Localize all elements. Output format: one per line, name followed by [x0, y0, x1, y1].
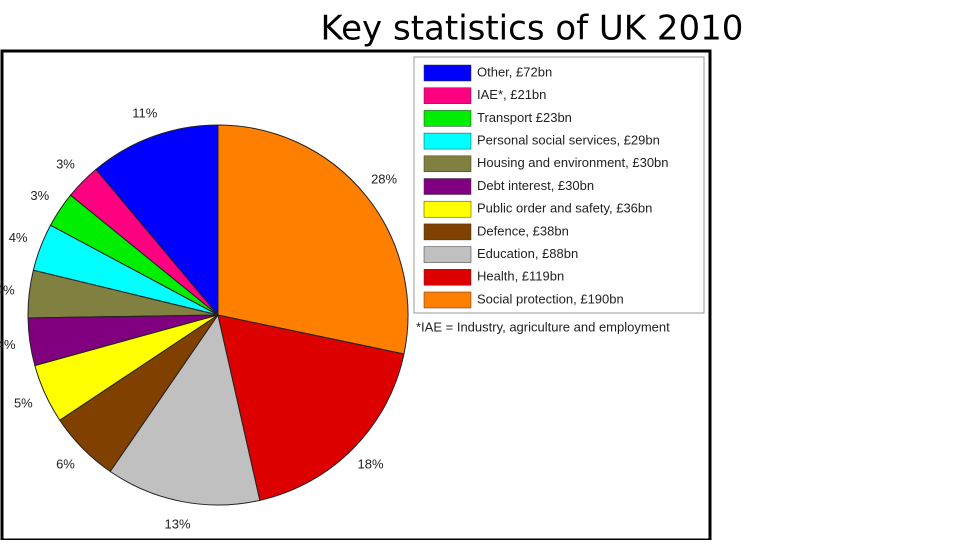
slice-label: 3% — [56, 156, 75, 171]
legend-label: Education, £88bn — [477, 246, 578, 261]
slice-label: 4% — [9, 230, 28, 245]
legend-swatch — [423, 291, 472, 309]
legend-swatch — [423, 269, 472, 286]
legend-swatch — [423, 178, 472, 195]
slice-label: 3% — [30, 188, 49, 203]
footnote: *IAE = Industry, agriculture and employm… — [416, 319, 670, 334]
legend-label: Personal social services, £29bn — [477, 133, 660, 148]
legend-label: Housing and environment, £30bn — [477, 155, 669, 170]
legend-label: Other, £72bn — [477, 64, 552, 79]
pie-slice — [217, 314, 405, 501]
slice-label: 5% — [14, 395, 33, 410]
legend-swatch — [423, 132, 472, 150]
legend-label: IAE*, £21bn — [477, 87, 546, 102]
legend-label: Transport £23bn — [477, 110, 572, 125]
slice-label: 18% — [358, 457, 384, 472]
legend-swatch — [423, 200, 472, 218]
legend-label: Public order and safety, £36bn — [477, 201, 652, 216]
slice-label: 13% — [164, 517, 190, 532]
slice-label: 4% — [0, 283, 15, 298]
legend-label: Defence, £38bn — [477, 223, 569, 238]
legend-label: Social protection, £190bn — [477, 291, 624, 306]
legend-label: Debt interest, £30bn — [477, 178, 594, 193]
slice-label: 4% — [0, 337, 16, 352]
legend-swatch — [423, 64, 472, 82]
legend-swatch — [423, 246, 472, 263]
legend-swatch — [423, 87, 472, 104]
pie-slice — [109, 313, 261, 506]
pie-slice — [217, 124, 409, 355]
legend-swatch — [423, 223, 472, 241]
pie-slice — [95, 124, 219, 317]
slice-label: 11% — [132, 105, 157, 120]
slice-label: 6% — [56, 457, 75, 472]
legend-swatch — [423, 110, 472, 127]
legend-swatch — [423, 155, 472, 173]
slide-title: Key statistics of UK 2010 — [321, 9, 744, 49]
legend-label: Health, £119bn — [477, 269, 564, 284]
slice-label: 28% — [371, 171, 397, 186]
